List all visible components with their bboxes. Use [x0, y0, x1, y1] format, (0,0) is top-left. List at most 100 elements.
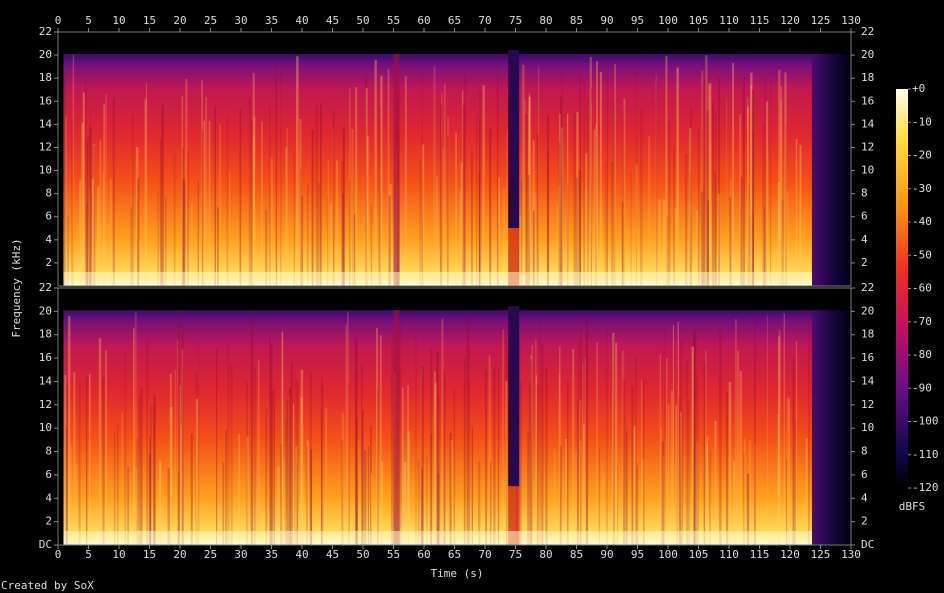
- spectrogram-streak: [389, 183, 392, 286]
- spectrogram-streak: [659, 353, 661, 545]
- spectrogram-streak: [530, 359, 533, 545]
- spectrogram-streak: [708, 451, 712, 545]
- colorbar-tick-label: -50: [912, 248, 932, 261]
- spectrogram-streak: [98, 338, 102, 545]
- x-tick-label: 125: [811, 548, 831, 561]
- spectrogram-streak: [146, 339, 149, 545]
- x-tick-label: 40: [295, 548, 308, 561]
- spectrogram-streak: [675, 405, 678, 545]
- y-tick-label: 18: [39, 71, 52, 84]
- y-tick-label-right: 6: [861, 468, 868, 481]
- spectrogram-streak: [709, 83, 712, 286]
- spectrogram-streak: [788, 398, 791, 545]
- spectrogram-streak: [271, 391, 273, 545]
- spectrogram-streak: [728, 382, 732, 545]
- spectrogram-streak: [159, 460, 162, 545]
- spectrogram-streak: [519, 215, 521, 286]
- spectrogram-streak: [559, 113, 562, 286]
- spectrogram-streak: [577, 341, 579, 545]
- spectrogram-streak: [407, 431, 410, 545]
- y-tick-label: 22: [39, 281, 52, 294]
- colorbar-tick-label: -10: [912, 115, 932, 128]
- spectrogram-streak: [567, 113, 569, 286]
- spectrogram-streak: [332, 110, 335, 286]
- spectrogram-streak: [735, 319, 737, 545]
- spectrogram-streak: [595, 135, 597, 286]
- spectrogram-streak: [579, 70, 581, 286]
- spectrogram-streak: [296, 56, 299, 286]
- spectrogram-streak: [740, 176, 743, 286]
- spectrogram-streak: [559, 445, 562, 545]
- spectrogram-streak: [205, 97, 208, 286]
- spectrogram-streak: [786, 459, 788, 545]
- spectrogram-streak: [144, 98, 147, 286]
- spectrogram-streak: [79, 179, 81, 286]
- y-tick-label-right: 4: [861, 233, 868, 246]
- spectrogram-streak: [341, 193, 345, 286]
- spectrogram-streak: [743, 452, 745, 545]
- colorbar-tick-label: -100: [912, 415, 939, 428]
- spectrogram-streak: [497, 367, 500, 545]
- y-tick-label: 10: [39, 421, 52, 434]
- spectrogram-streak: [102, 216, 106, 286]
- spectrogram-streak: [66, 384, 68, 545]
- spectrogram-streak: [300, 169, 302, 286]
- spectrogram-streak: [679, 415, 681, 545]
- spectrogram-streak: [524, 99, 526, 286]
- spectrogram-streak: [102, 377, 105, 545]
- spectrogram-streak: [89, 108, 91, 287]
- spectrogram-streak: [169, 373, 172, 545]
- x-tick-label: 90: [600, 548, 613, 561]
- spectrogram-streak: [321, 384, 324, 545]
- spectrogram-streak: [778, 329, 781, 545]
- x-tick-label: 75: [509, 548, 522, 561]
- spectrogram-streak: [137, 178, 140, 286]
- spectrogram-streak: [387, 68, 390, 286]
- spectrogram-streak: [777, 414, 779, 545]
- spectrogram-streak: [676, 67, 679, 286]
- spectrogram-streak: [309, 372, 312, 545]
- spectrogram-streak: [636, 469, 638, 545]
- spectrogram-streak: [361, 362, 363, 545]
- spectrogram-streak: [402, 387, 404, 545]
- x-tick-label: 65: [448, 548, 461, 561]
- spectrogram-streak: [295, 446, 298, 545]
- spectrogram-streak: [750, 72, 753, 287]
- spectrogram-streak: [379, 335, 382, 545]
- spectrogram-streak: [707, 434, 709, 545]
- spectrogram-streak: [269, 335, 272, 545]
- spectrogram-streak: [265, 209, 268, 286]
- spectrogram-streak: [363, 450, 367, 545]
- spectrogram-streak: [135, 438, 139, 545]
- spectrogram-streak: [370, 473, 373, 545]
- spectrogram-streak: [336, 160, 339, 286]
- spectrogram-streak: [311, 130, 314, 286]
- spectrogram-streak: [690, 108, 693, 286]
- spectrogram-streak: [75, 464, 78, 545]
- spectrogram-streak: [705, 444, 708, 545]
- spectrogram-streak: [702, 185, 705, 286]
- spectrogram-streak: [461, 90, 464, 287]
- spectrogram-streak: [354, 339, 357, 545]
- spectrogram-streak: [459, 190, 462, 286]
- spectrogram-streak: [689, 202, 691, 286]
- x-tick-label: 10: [112, 548, 125, 561]
- spectrogram-streak: [447, 116, 450, 287]
- spectrogram-streak: [65, 116, 67, 286]
- spectrogram-streak: [785, 124, 788, 286]
- spectrogram-streak: [717, 193, 720, 286]
- x-tick-label: 80: [539, 548, 552, 561]
- x-tick-label: 25: [204, 548, 217, 561]
- spectrogram-streak: [315, 105, 318, 286]
- credit: Created by SoX: [1, 579, 94, 592]
- spectrogram-streak: [519, 381, 522, 545]
- spectrogram-streak: [470, 150, 473, 286]
- spectrogram-streak: [342, 127, 345, 286]
- y-tick-label-right: 8: [861, 187, 868, 200]
- spectrogram-streak: [546, 150, 549, 286]
- x-tick-label: 45: [326, 548, 339, 561]
- spectrogram-streak: [422, 179, 424, 286]
- x-tick-label-top: 95: [631, 14, 644, 27]
- spectrogram-streak: [596, 342, 598, 545]
- spectrogram-streak: [493, 367, 496, 545]
